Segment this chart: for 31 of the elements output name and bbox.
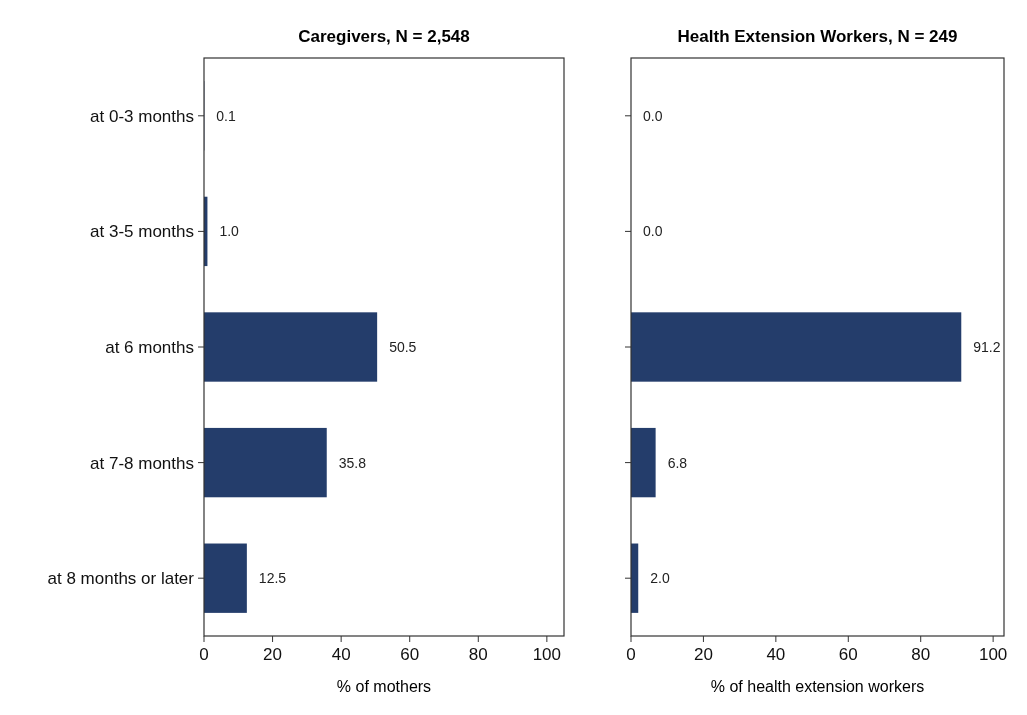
x-tick-label: 40 — [766, 645, 786, 664]
y-tick-label: at 6 months — [105, 337, 194, 357]
data-label: 6.8 — [667, 454, 688, 471]
data-label: 0.0 — [643, 107, 663, 124]
data-label: 91.2 — [973, 338, 1001, 355]
data-label: 1.0 — [219, 223, 240, 240]
chart-title: Caregivers, N = 2,548 — [298, 27, 470, 46]
y-tick-label: at 7-8 months — [90, 453, 194, 473]
x-tick-label: 60 — [838, 645, 858, 664]
x-tick-label: 0 — [626, 645, 636, 664]
y-tick-label: at 3-5 months — [90, 222, 194, 242]
x-tick-label: 80 — [468, 645, 488, 664]
x-axis-title: % of health extension workers — [710, 678, 925, 695]
x-tick-label: 60 — [400, 645, 420, 664]
x-tick-label: 80 — [911, 645, 931, 664]
x-tick-label: 20 — [263, 645, 283, 664]
data-label: 0.1 — [216, 107, 237, 124]
x-tick-label: 20 — [693, 645, 713, 664]
x-axis-title: % of mothers — [336, 678, 432, 695]
data-label: 2.0 — [650, 570, 670, 587]
x-tick-label: 100 — [978, 645, 1008, 664]
x-tick-label: 100 — [532, 645, 562, 664]
data-label: 0.0 — [643, 223, 663, 240]
y-tick-label: at 0-3 months — [90, 106, 194, 126]
chart-title: Health Extension Workers, N = 249 — [677, 27, 958, 46]
data-label: 50.5 — [389, 338, 417, 355]
x-tick-label: 40 — [331, 645, 351, 664]
data-label: 12.5 — [258, 570, 287, 587]
x-tick-label: 0 — [199, 645, 209, 664]
y-tick-label: at 8 months or later — [47, 569, 195, 589]
data-label: 35.8 — [338, 454, 367, 471]
